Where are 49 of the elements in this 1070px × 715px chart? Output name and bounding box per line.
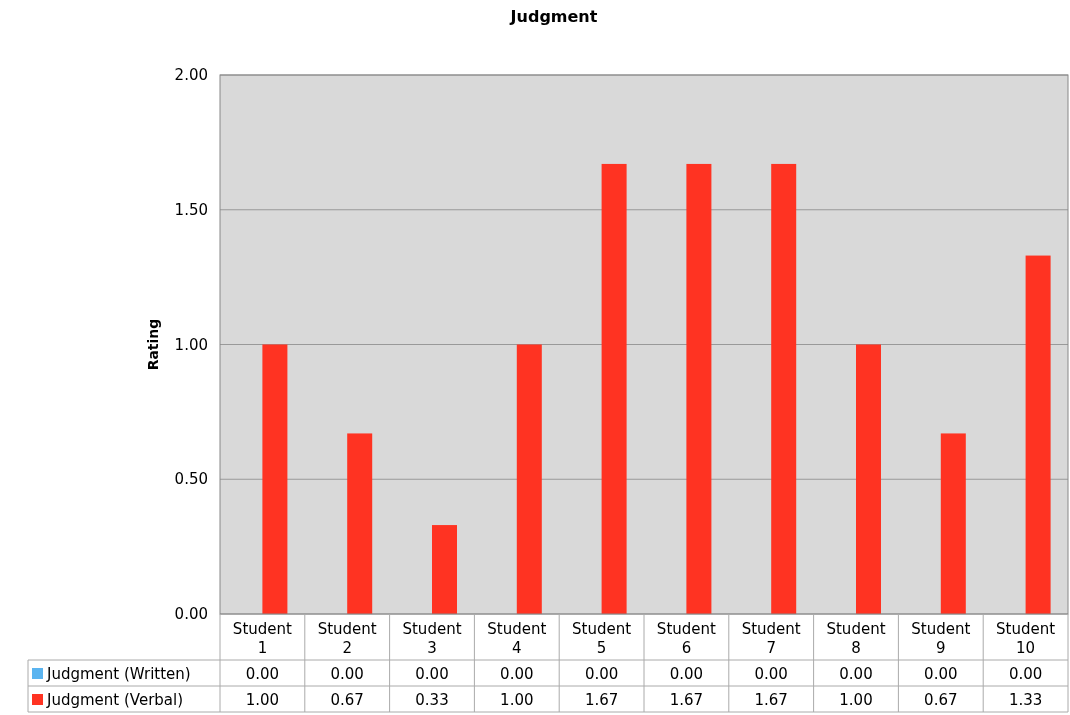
bar [601,163,627,614]
x-tick-label: Student 10 [996,620,1056,657]
data-label: 1.00 [500,691,534,709]
bar [347,433,373,614]
bar [940,433,966,614]
legend-label: Judgment (Written) [46,665,191,683]
data-label: 0.00 [415,665,449,683]
bar [856,344,881,614]
x-tick-label: Student 7 [741,620,801,657]
data-label: 0.00 [754,665,788,683]
data-label: 1.00 [245,691,280,709]
x-tick-label: Student 9 [911,620,971,657]
bar [516,344,542,614]
y-tick-label: 0.00 [174,605,208,623]
data-label: 0.00 [924,665,958,683]
data-label: 1.33 [1008,691,1043,709]
data-label: 0.00 [669,665,704,683]
data-label: 1.67 [584,691,619,709]
data-label: 0.67 [330,691,364,709]
bar [1025,255,1051,614]
data-label: 0.00 [245,665,280,683]
data-label: 0.00 [584,665,619,683]
data-label: 0.00 [1008,665,1043,683]
data-label: 0.00 [839,665,873,683]
bar [262,344,288,614]
x-tick-label: Student 8 [826,620,886,657]
y-tick-label: 1.50 [174,200,208,219]
x-tick-label: Student 1 [232,620,293,657]
data-label: 0.00 [330,665,364,683]
data-label: 1.00 [839,691,873,709]
x-tick-label: Student 5 [572,620,632,657]
data-label: 1.67 [669,691,704,709]
data-label: 1.67 [754,691,788,709]
x-tick-label: Student 4 [487,620,547,657]
data-label: 0.00 [500,665,534,683]
y-tick-label: 0.50 [174,470,208,489]
x-tick-label: Student 6 [656,620,717,657]
x-tick-label: Student 2 [317,620,377,657]
y-axis-title: Rating [145,318,161,371]
x-tick-label: Student 3 [402,620,462,657]
y-tick-label: 2.00 [174,66,208,84]
data-label: 0.33 [415,691,449,709]
bar [432,525,457,614]
chart-title: Judgment [509,7,598,26]
bar [686,163,712,614]
data-label: 0.67 [924,691,958,709]
y-tick-label: 1.00 [174,335,208,354]
legend-label: Judgment (Verbal) [46,691,184,709]
bar [771,163,797,614]
